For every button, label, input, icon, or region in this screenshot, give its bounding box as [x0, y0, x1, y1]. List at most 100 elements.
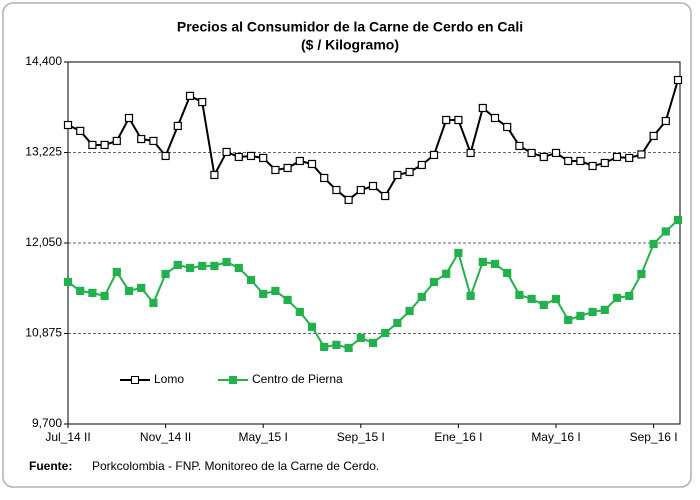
- point: [173, 121, 182, 131]
- source-label: Fuente:: [29, 459, 72, 473]
- point: [271, 286, 280, 296]
- point: [76, 286, 85, 296]
- point: [661, 116, 670, 126]
- point: [161, 269, 170, 279]
- point: [124, 286, 134, 296]
- point: [564, 156, 573, 166]
- point: [649, 239, 658, 249]
- point: [185, 263, 195, 273]
- point: [442, 269, 451, 278]
- point: [124, 113, 134, 123]
- point: [429, 150, 439, 160]
- point: [393, 318, 402, 328]
- point: [429, 277, 439, 287]
- point: [466, 148, 475, 158]
- x-tick-label: Sep_16 I: [630, 430, 678, 444]
- point: [600, 305, 609, 315]
- point: [149, 136, 158, 146]
- point: [100, 140, 109, 150]
- x-tick-label: Nov_14 II: [140, 430, 191, 444]
- point: [564, 315, 573, 325]
- point: [600, 158, 609, 168]
- point: [283, 163, 292, 173]
- point: [295, 307, 304, 317]
- y-tick-label: 9,700: [32, 416, 62, 430]
- point: [527, 148, 536, 158]
- point: [88, 288, 97, 298]
- point: [137, 134, 146, 144]
- point: [210, 261, 219, 271]
- point: [137, 283, 146, 293]
- point: [63, 277, 73, 287]
- point: [454, 248, 463, 258]
- legend-label: Lomo: [154, 372, 184, 386]
- point: [466, 291, 475, 301]
- point: [356, 185, 365, 195]
- point: [588, 307, 597, 317]
- point: [356, 333, 365, 342]
- y-tick-label: 12,050: [25, 235, 62, 249]
- point: [551, 294, 561, 304]
- point: [100, 291, 109, 301]
- legend-label: Centro de Pierna: [252, 372, 343, 386]
- point: [393, 170, 402, 180]
- point: [539, 300, 548, 310]
- x-tick-label: May_15 I: [239, 430, 288, 444]
- point: [344, 343, 353, 353]
- point: [515, 141, 524, 151]
- point: [210, 170, 219, 180]
- point: [381, 328, 390, 338]
- point: [637, 150, 646, 159]
- point: [503, 268, 512, 278]
- plot-area: [67, 61, 681, 425]
- point: [612, 293, 622, 303]
- point: [173, 260, 182, 270]
- point: [649, 131, 658, 141]
- y-tick-label: 14,400: [25, 54, 62, 68]
- point: [368, 338, 378, 347]
- point: [478, 103, 487, 113]
- point: [222, 257, 231, 267]
- point: [283, 295, 292, 305]
- point: [551, 148, 561, 158]
- point: [405, 306, 414, 316]
- point: [198, 97, 207, 107]
- point: [332, 185, 341, 195]
- point: [63, 120, 73, 130]
- point: [222, 147, 231, 157]
- y-tick-label: 13,225: [25, 145, 62, 159]
- point: [612, 152, 622, 162]
- point: [625, 291, 634, 301]
- point: [307, 322, 317, 331]
- point: [295, 156, 304, 166]
- point: [539, 152, 548, 162]
- point: [478, 257, 487, 267]
- legend-marker: [229, 376, 237, 384]
- point: [368, 181, 378, 191]
- x-tick-label: May_16 I: [531, 430, 580, 444]
- point: [320, 342, 329, 352]
- point: [637, 269, 646, 279]
- point: [161, 151, 170, 161]
- point: [307, 159, 317, 169]
- point: [198, 261, 207, 271]
- point: [332, 340, 341, 349]
- point: [88, 140, 97, 150]
- point: [454, 115, 463, 125]
- point: [588, 161, 597, 171]
- point: [149, 298, 158, 308]
- x-tick-label: Ene_16 I: [434, 430, 482, 444]
- point: [442, 115, 451, 125]
- point: [381, 191, 390, 201]
- source: Porkcolombia - FNP. Monitoreo de la Carn…: [92, 459, 379, 473]
- point: [405, 167, 414, 177]
- frame: [2, 2, 692, 488]
- point: [259, 153, 268, 163]
- point: [515, 290, 524, 300]
- chart-subtitle: ($ / Kilogramo): [301, 37, 399, 53]
- point: [185, 91, 195, 100]
- point: [490, 259, 500, 269]
- point: [503, 122, 512, 132]
